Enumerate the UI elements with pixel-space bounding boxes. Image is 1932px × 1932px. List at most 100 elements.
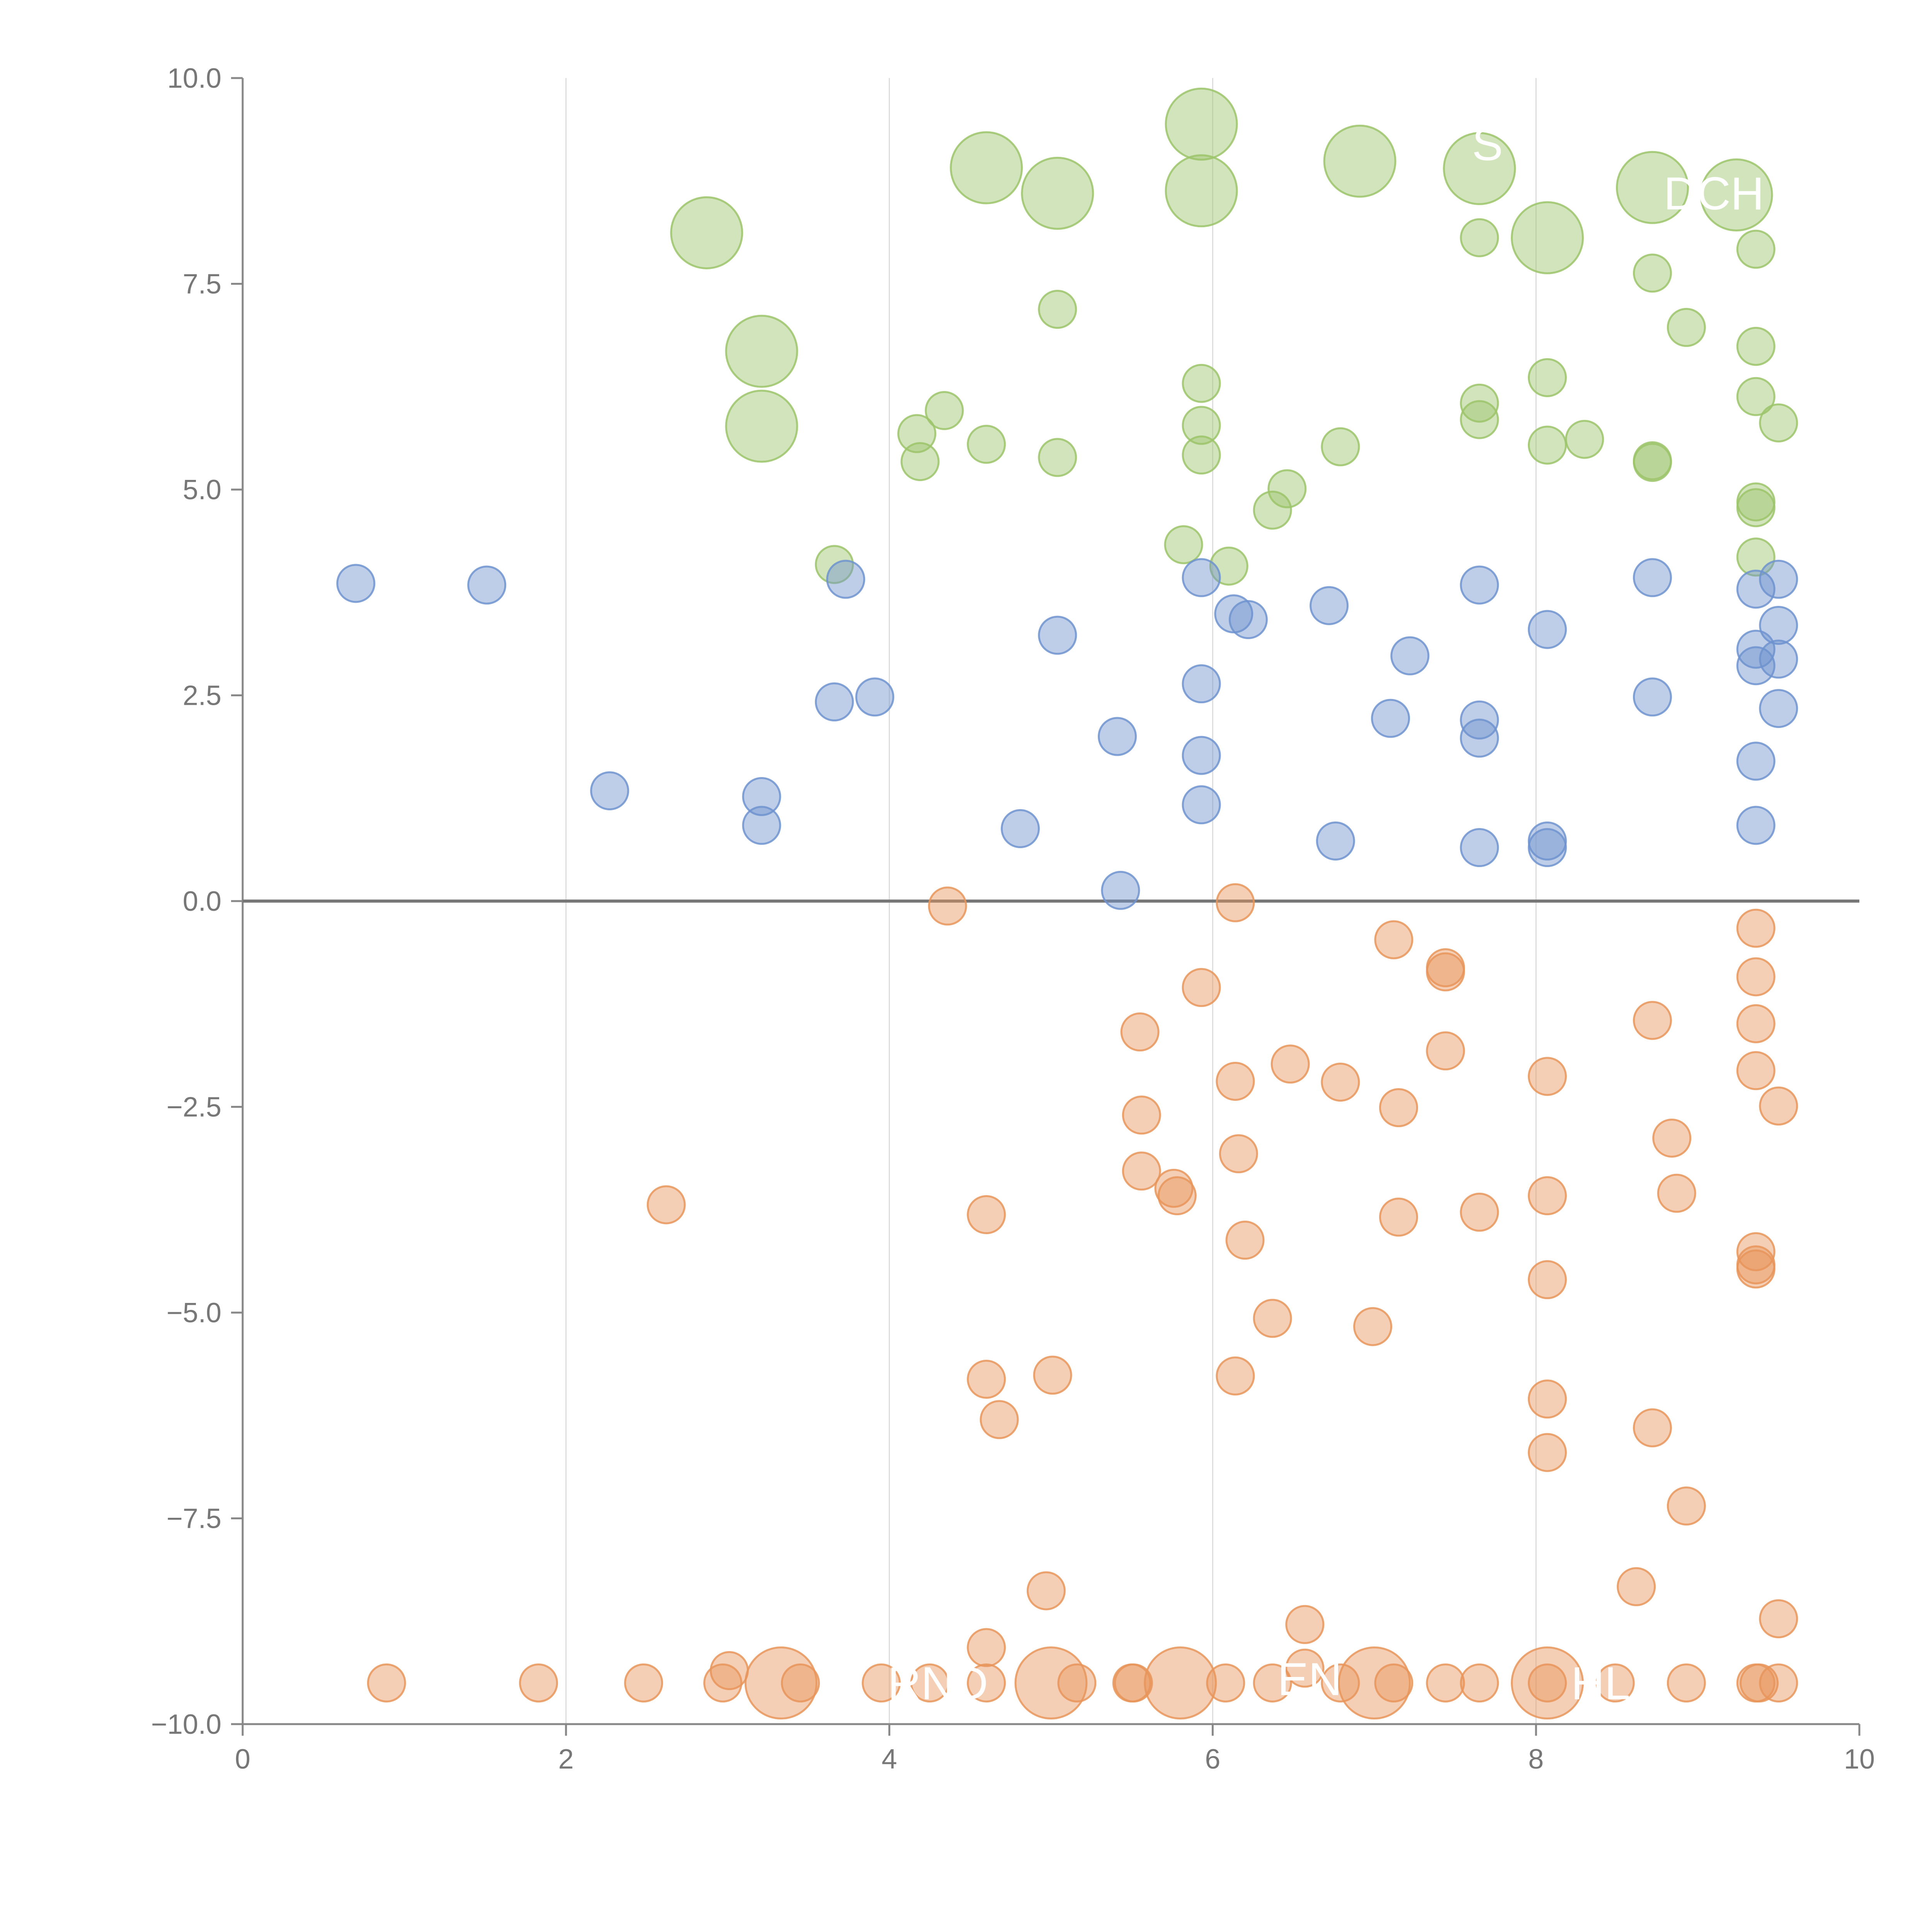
data-point <box>1098 717 1137 756</box>
data-point <box>1182 968 1221 1007</box>
x-tick-label: 6 <box>1205 1744 1220 1775</box>
data-point <box>900 442 940 481</box>
data-point <box>1527 828 1567 867</box>
data-point <box>1374 920 1413 959</box>
data-point <box>519 1663 558 1702</box>
data-point <box>1736 488 1776 527</box>
data-point <box>1026 1571 1066 1611</box>
data-point <box>1323 124 1396 198</box>
data-point <box>815 682 854 722</box>
data-point <box>742 777 781 816</box>
data-point <box>1736 1004 1776 1043</box>
data-point <box>1460 828 1499 867</box>
data-point <box>1527 1176 1567 1216</box>
data-point <box>1667 1486 1706 1526</box>
x-tick-label: 8 <box>1528 1744 1544 1775</box>
data-point <box>1527 1433 1567 1472</box>
y-tick-label: 5.0 <box>183 474 221 505</box>
data-point <box>1338 1646 1411 1719</box>
data-point <box>1736 629 1776 669</box>
data-point <box>1510 1646 1584 1719</box>
data-point <box>925 391 964 430</box>
data-point <box>967 1663 1006 1702</box>
data-point <box>1182 364 1221 403</box>
data-point <box>1206 1663 1245 1702</box>
data-point <box>1316 821 1355 861</box>
data-point <box>967 1195 1006 1235</box>
data-point <box>1736 646 1776 685</box>
point-label: S <box>1472 118 1503 170</box>
data-point <box>1165 154 1238 228</box>
data-point <box>826 560 866 599</box>
data-point <box>467 565 507 605</box>
data-point <box>1652 1118 1692 1158</box>
data-point <box>1033 1355 1072 1395</box>
data-point <box>1510 201 1584 274</box>
data-point <box>1633 677 1672 717</box>
data-point <box>1759 605 1798 645</box>
data-point <box>1182 558 1221 597</box>
data-point <box>1759 1663 1798 1702</box>
data-point <box>1759 689 1798 728</box>
y-tick-label: −10.0 <box>151 1709 221 1740</box>
data-point <box>1426 1031 1465 1071</box>
data-point <box>1426 952 1465 992</box>
data-point <box>1527 1663 1567 1702</box>
data-point <box>1527 358 1567 397</box>
data-point <box>1759 560 1798 599</box>
data-point <box>367 1663 406 1702</box>
data-point <box>1285 1648 1325 1688</box>
data-point <box>1014 1646 1088 1719</box>
data-points <box>336 87 1798 1719</box>
data-point <box>1253 490 1292 530</box>
data-point <box>1101 871 1140 910</box>
axes: 0 2 4 6 8 10 −10.0 −7.5 −5.0 −2.5 0.0 2.5 5.0 7.5 10.0 <box>151 63 1875 1775</box>
data-point <box>1736 806 1776 845</box>
data-point <box>624 1663 663 1702</box>
data-point <box>928 886 967 926</box>
data-point <box>1157 1176 1197 1216</box>
data-point <box>855 677 895 717</box>
data-point <box>1443 132 1516 205</box>
data-point <box>1736 1249 1776 1289</box>
y-tick-label: −5.0 <box>167 1298 221 1328</box>
data-point <box>1182 406 1221 445</box>
data-point <box>1736 1232 1776 1271</box>
data-point <box>1460 565 1499 605</box>
point-label: EN <box>1277 1653 1342 1705</box>
data-point <box>1225 1221 1265 1260</box>
data-point <box>1216 883 1255 922</box>
data-point <box>1371 699 1410 738</box>
data-point <box>1379 1197 1418 1237</box>
data-point <box>1144 1646 1217 1719</box>
data-point <box>1700 158 1773 231</box>
data-point <box>725 315 798 388</box>
data-point <box>1321 1663 1360 1702</box>
data-point <box>1390 636 1430 675</box>
data-point <box>950 131 1023 204</box>
data-point <box>1736 1051 1776 1090</box>
data-point <box>781 1663 820 1702</box>
y-tick-label: −7.5 <box>167 1503 221 1534</box>
x-tick-label: 10 <box>1844 1744 1875 1775</box>
x-tick-label: 4 <box>882 1744 897 1775</box>
data-point <box>590 771 629 811</box>
x-tick-label: 0 <box>235 1744 250 1775</box>
data-point <box>1038 290 1077 329</box>
data-point <box>1374 1663 1413 1702</box>
data-point <box>703 1663 743 1702</box>
data-point <box>725 389 798 463</box>
data-point <box>1736 377 1776 416</box>
data-point <box>1253 1299 1292 1338</box>
data-point <box>1667 1663 1706 1702</box>
data-point <box>1253 1663 1292 1702</box>
data-point <box>646 1185 686 1225</box>
data-point <box>862 1663 901 1702</box>
y-tick-label: 7.5 <box>183 269 221 300</box>
data-point <box>1460 1192 1499 1232</box>
data-point <box>670 196 743 269</box>
data-point <box>1021 156 1094 230</box>
data-point <box>1182 785 1221 825</box>
